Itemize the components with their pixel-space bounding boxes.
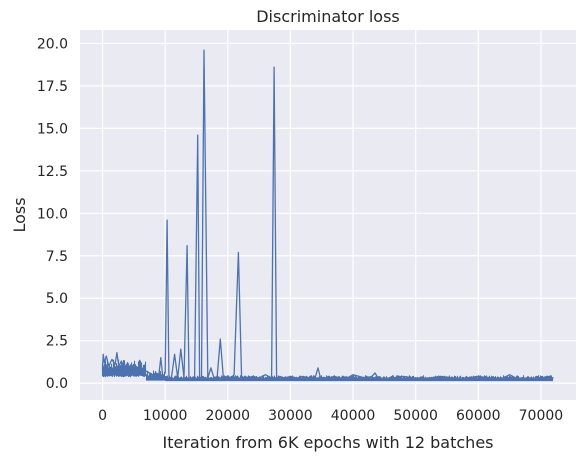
x-axis-label: Iteration from 6K epochs with 12 batches	[162, 433, 493, 452]
x-tick-label: 0	[98, 408, 107, 424]
x-tick-layer: 0 10000 20000 30000 40000 50000 60000 70000	[98, 408, 563, 424]
y-tick-layer: 0.0 2.5 5.0 7.5 10.0 12.5 15.0 17.5 20.0	[37, 36, 68, 392]
loss-series-line	[101, 49, 554, 379]
x-tick-label: 70000	[519, 408, 564, 424]
y-tick-label: 5.0	[46, 291, 68, 307]
x-tick-label: 50000	[393, 408, 438, 424]
x-tick-label: 30000	[268, 408, 313, 424]
x-tick-label: 10000	[143, 408, 188, 424]
y-tick-label: 12.5	[37, 164, 68, 180]
noise-band-layer	[101, 359, 554, 382]
y-tick-label: 17.5	[37, 79, 68, 95]
y-tick-label: 2.5	[46, 334, 68, 350]
plot-area	[80, 30, 576, 400]
x-tick-label: 60000	[456, 408, 501, 424]
y-tick-label: 7.5	[46, 249, 68, 265]
x-tick-label: 40000	[331, 408, 376, 424]
y-tick-label: 20.0	[37, 36, 68, 52]
series-layer	[101, 49, 554, 379]
y-tick-label: 15.0	[37, 121, 68, 137]
x-tick-label: 20000	[206, 408, 251, 424]
y-tick-label: 10.0	[37, 206, 68, 222]
y-tick-label: 0.0	[46, 376, 68, 392]
chart-title: Discriminator loss	[256, 7, 400, 26]
y-axis-label: Loss	[10, 197, 29, 232]
noise-band	[101, 359, 554, 382]
grid-layer	[80, 30, 576, 400]
